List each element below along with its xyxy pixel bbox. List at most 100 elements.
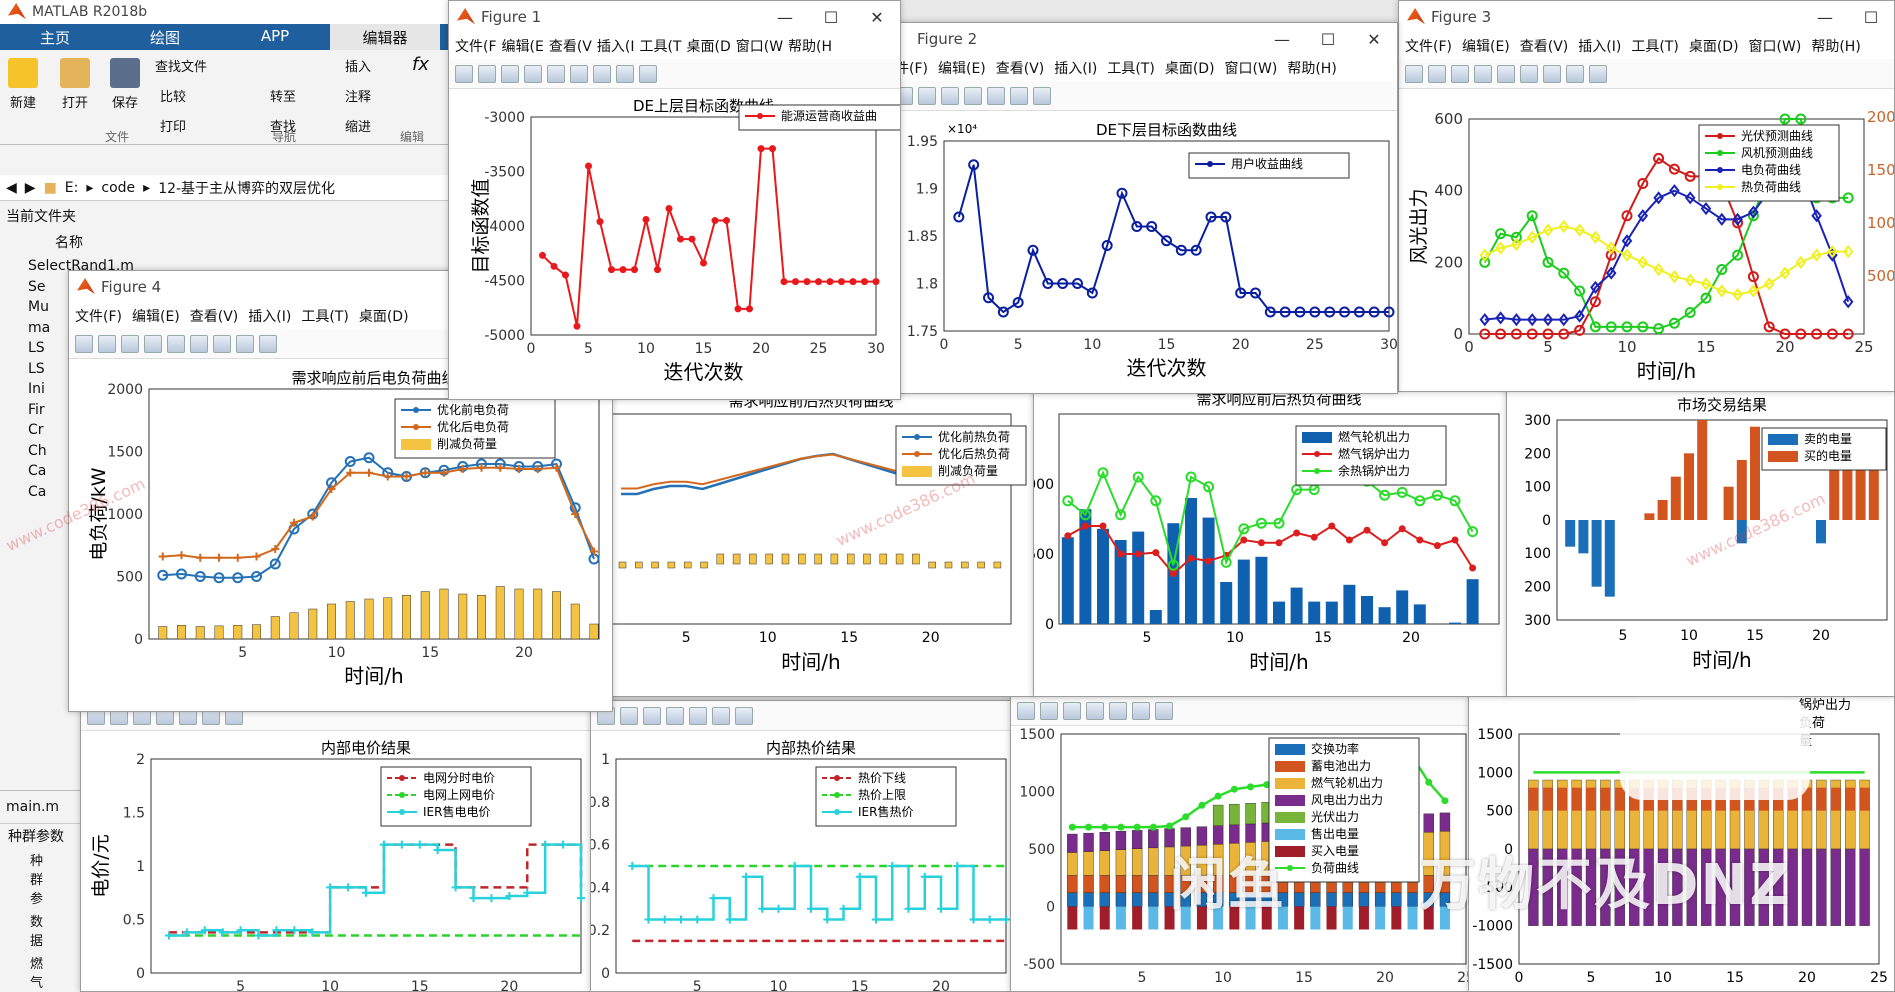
x-tick-label: 5 [1619,628,1628,644]
print-button[interactable]: 打印 [160,120,187,135]
tab-apps[interactable]: APP [260,27,290,45]
menu-item-2[interactable]: 查看(V) [995,61,1045,77]
maximize-button[interactable]: ☐ [1320,29,1336,49]
bar [1097,528,1109,624]
file-item[interactable]: LS [28,340,45,356]
bar [1061,537,1074,624]
menu-item-7[interactable]: 帮助(H) [1811,39,1861,55]
menu-item-5[interactable]: 桌面(D) [1688,39,1739,55]
data-point [888,862,897,870]
file-item[interactable]: Ini [28,381,45,397]
compare-button[interactable]: 比较 [160,90,187,105]
open-button[interactable]: 打开 [60,58,90,111]
save-button[interactable]: 保存 [110,58,140,111]
data-point [1558,313,1570,327]
bar [993,561,1002,569]
y-tick-label: 2 [136,752,145,768]
data-point [308,512,317,521]
tab-plots[interactable]: 绘图 [149,29,180,47]
menu-item-5[interactable]: 桌面(D [686,39,731,55]
data-point [758,904,767,913]
menu-item-7[interactable]: 帮助(H [788,39,833,55]
tab-editor[interactable]: 编辑器 [330,24,440,50]
file-item[interactable]: Mu [28,299,49,315]
workspace-var-2[interactable]: 数据 [30,915,44,949]
y-tick-label: 300 [1524,613,1551,629]
menu-item-2[interactable]: 查看(V [548,39,592,55]
close-icon[interactable]: ✕ [870,7,884,27]
file-item[interactable]: Ca [28,463,47,479]
menu-item-6[interactable]: 窗口(W [735,39,784,55]
menu-item-5[interactable]: 桌面(D) [1164,61,1215,77]
menu-item-5[interactable]: 桌面(D) [358,309,409,325]
insert-button[interactable]: 插入 [345,60,372,75]
find-button[interactable]: 查找 [270,120,297,135]
menu-item-4[interactable]: 工具(T) [1107,61,1155,77]
y-tick-label: 500 [1034,547,1054,563]
column-name-header[interactable]: 名称 [55,235,83,251]
tab-home[interactable]: 主页 [39,29,70,47]
file-item[interactable]: Cr [28,422,44,438]
menu-item-1[interactable]: 编辑(E) [1461,39,1510,55]
menu-item-1[interactable]: 编辑(E) [131,309,180,325]
data-point [533,465,542,473]
file-item[interactable]: Ch [28,442,47,459]
menu-item-0[interactable]: 件(F) [895,61,928,77]
address-bar[interactable]: ◀ ▶ ■ E: ▸ code ▸ 12-基于主从博弈的双层优化 [0,175,470,201]
fx-button[interactable]: fx [412,54,429,75]
bar [1237,559,1250,624]
file-item[interactable]: Se [28,278,46,295]
file-item[interactable]: Fir [28,401,45,418]
menu-item-0[interactable]: 文件(F [455,39,497,55]
menu-item-0[interactable]: 文件(F) [75,309,122,325]
menu-item-3[interactable]: 插入(I [596,39,635,55]
chart-title: 需求响应前后电负荷曲线 [291,369,456,387]
market-chart: 市场交易结果 300 200 100 0 100 200 300 5 10 15 20 时间/h 卖的电量… [1524,396,1888,672]
maximize-button[interactable]: ☐ [823,7,839,27]
menu-item-3[interactable]: 插入(I) [248,309,292,325]
file-item[interactable]: Ca [28,483,47,500]
comment-button[interactable]: 注释 [345,90,372,105]
menu-item-4[interactable]: 工具(T) [1631,39,1679,55]
indent-button[interactable]: 缩进 [345,120,372,135]
workspace-var-1[interactable]: 种群参 [30,854,44,907]
x-tick-label: 15 [1746,628,1764,644]
path-code[interactable]: code [101,179,136,196]
menu-item-0[interactable]: 文件(F) [1405,39,1452,55]
menu-item-2[interactable]: 查看(V) [1519,39,1569,55]
path-drive[interactable]: E: [64,179,79,196]
back-arrow-icon[interactable]: ◀ [6,179,17,196]
menu-item-6[interactable]: 窗口(W) [1748,39,1802,55]
menu-item-1[interactable]: 编辑(E [501,39,544,55]
forward-arrow-icon[interactable]: ▶ [24,179,36,196]
bar [1132,531,1145,624]
workspace-var-3[interactable]: 燃气发 [30,957,44,991]
bar [1083,892,1094,907]
new-button[interactable]: 新建 [8,58,38,111]
maximize-button[interactable]: ☐ [1863,7,1879,27]
menu-item-7[interactable]: 帮助(H) [1287,61,1337,77]
x-tick-label: 15 [411,979,429,991]
data-point [344,456,356,467]
menu-item-4[interactable]: 工具(T) [301,309,349,325]
y-tick-label: 200 [1524,580,1551,596]
menu-item-3[interactable]: 插入(I) [1578,39,1622,55]
minimize-button[interactable]: — [1274,29,1290,49]
menu-item-4[interactable]: 工具(T [639,39,682,55]
data-point [1133,823,1141,831]
find-files-button[interactable]: 查找文件 [155,60,208,75]
data-point [1185,471,1197,483]
close-icon[interactable]: ✕ [1367,29,1381,49]
legend-label: 余热锅炉出力 [1338,463,1410,478]
minimize-button[interactable]: — [1817,7,1833,27]
path-project[interactable]: 12-基于主从博弈的双层优化 [158,180,336,197]
menu-item-1[interactable]: 编辑(E) [937,61,986,77]
menu-item-2[interactable]: 查看(V) [189,309,239,325]
file-item[interactable]: LS [28,360,45,377]
minimize-button[interactable]: — [777,7,793,27]
menu-item-6[interactable]: 窗口(W) [1224,61,1278,77]
data-point [1574,223,1585,237]
file-item[interactable]: ma [28,319,51,336]
menu-item-3[interactable]: 插入(I) [1054,61,1098,77]
goto-button[interactable]: 转至 [270,90,297,105]
